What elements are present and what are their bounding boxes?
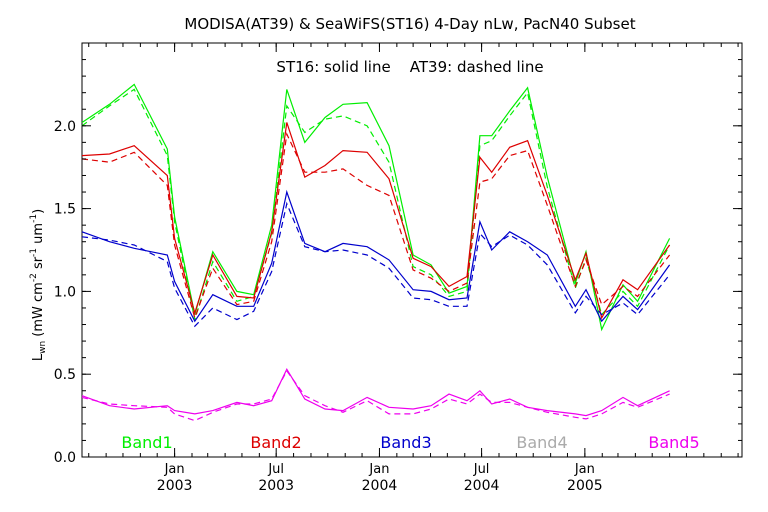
series-layer	[81, 83, 671, 422]
legend-item-band4: Band4	[516, 433, 567, 452]
legend: Band1 Band2 Band3 Band4 Band5	[121, 433, 699, 452]
x-tick-label-month: Jan	[368, 462, 389, 477]
series-line-band5-dashed	[81, 369, 670, 422]
plot-border	[81, 42, 743, 458]
y-tick-label: 1.0	[54, 284, 76, 300]
y-tick-label: 0.0	[54, 450, 76, 466]
chart-title: MODISA(AT39) & SeaWiFS(ST16) 4-Day nLw, …	[184, 15, 635, 33]
legend-item-band3: Band3	[380, 433, 431, 452]
chart-subtitle: ST16: solid line AT39: dashed line	[276, 58, 543, 76]
x-tick-label-month: Jan	[164, 462, 185, 477]
series-line-band2-solid	[81, 122, 671, 320]
series-line-band5-solid	[81, 367, 670, 417]
y-tick-label: 2.0	[54, 119, 76, 135]
plot-frame	[81, 42, 743, 458]
x-tick-label-month: Jul	[267, 462, 284, 477]
x-tick-label-year: 2003	[157, 478, 193, 494]
x-tick-label-year: 2005	[567, 478, 603, 494]
series-line-band2-dashed	[81, 132, 671, 320]
series-line-band1-dashed	[81, 88, 671, 320]
y-axis-ticks: 0.0 0.5 1.0 1.5 2.0	[54, 59, 742, 466]
legend-item-band5: Band5	[648, 433, 699, 452]
y-tick-label: 0.5	[54, 367, 76, 383]
y-axis-label: Lwn (mW cm-2 sr-1 um-1)	[29, 209, 48, 361]
legend-item-band1: Band1	[121, 433, 172, 452]
y-tick-label: 1.5	[54, 202, 76, 218]
x-tick-label-year: 2003	[258, 478, 294, 494]
legend-item-band2: Band2	[250, 433, 301, 452]
series-line-band3-solid	[81, 189, 671, 323]
series-line-band3-dashed	[81, 201, 671, 328]
x-tick-label-month: Jan	[574, 462, 595, 477]
x-tick-label-year: 2004	[464, 478, 500, 494]
x-tick-label-year: 2004	[362, 478, 398, 494]
x-tick-label-month: Jul	[473, 462, 490, 477]
